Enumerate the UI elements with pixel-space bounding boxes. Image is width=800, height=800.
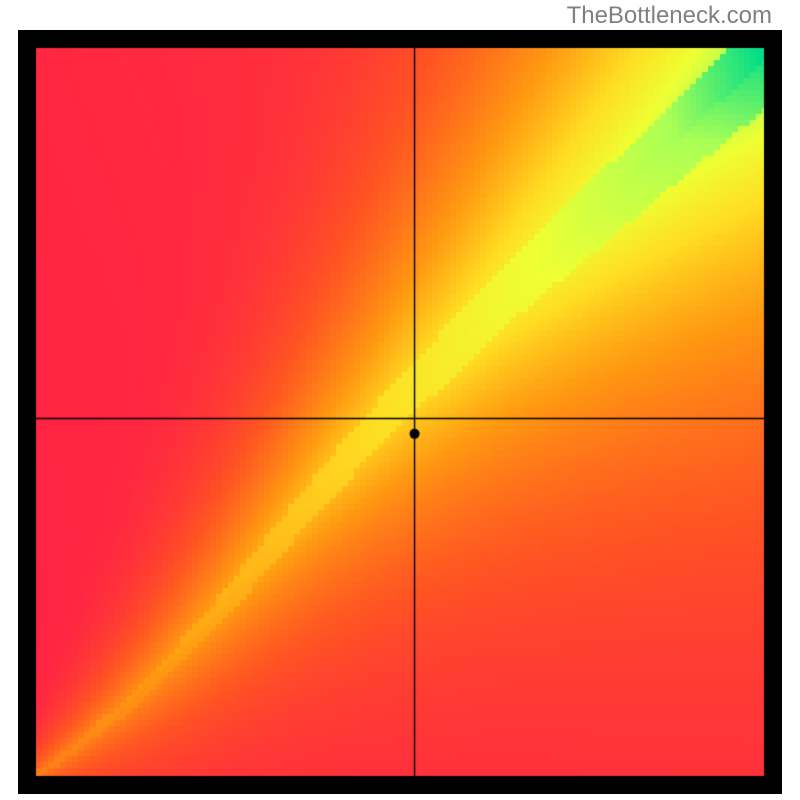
heatmap-panel <box>18 30 782 794</box>
chart-container: TheBottleneck.com <box>0 0 800 800</box>
heatmap-canvas <box>18 30 782 794</box>
watermark-text: TheBottleneck.com <box>567 2 772 30</box>
